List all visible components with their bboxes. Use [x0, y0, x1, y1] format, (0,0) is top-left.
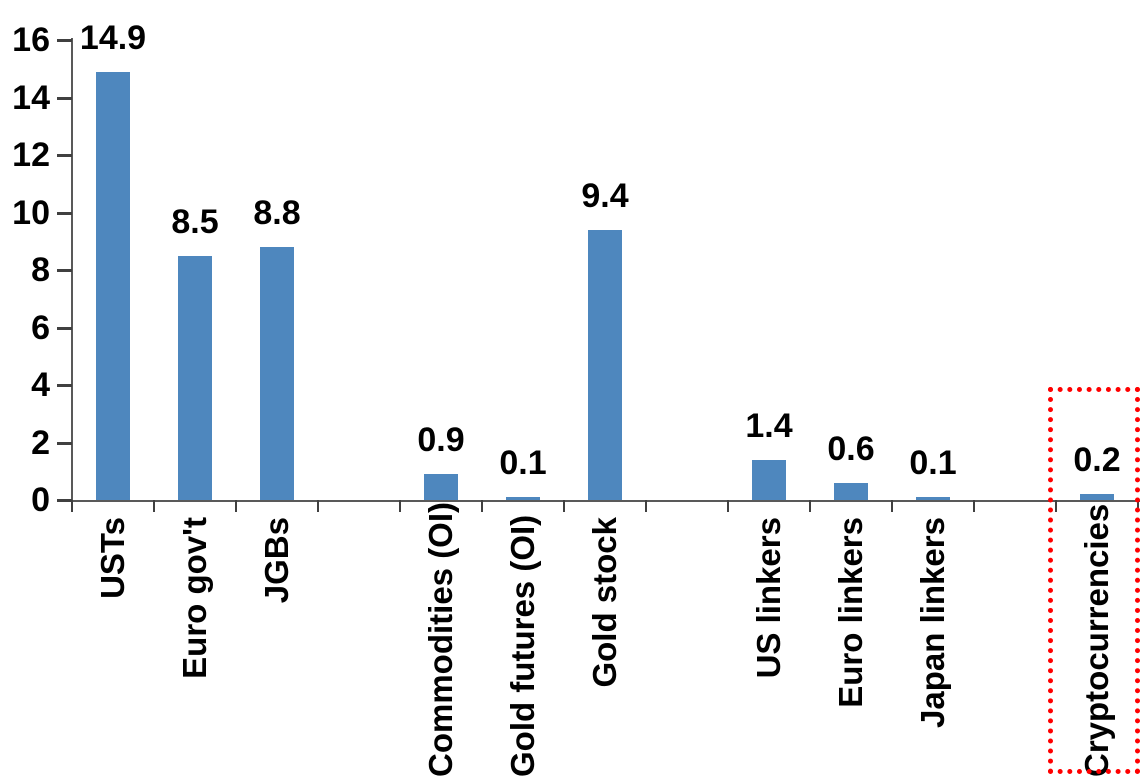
- bar-value-label: 0.2: [1073, 441, 1121, 479]
- bar-value-label: 8.5: [171, 203, 219, 241]
- x-axis-tick: [809, 500, 811, 512]
- bar-value-label: 0.1: [909, 444, 957, 482]
- y-axis-tick-label: 8: [31, 251, 50, 289]
- x-axis-tick: [563, 500, 565, 512]
- category-label: Euro linkers: [832, 517, 869, 708]
- y-axis-tick-label: 10: [12, 193, 50, 232]
- category-label: Commodities (OI): [422, 501, 459, 777]
- x-axis-line: [71, 500, 1140, 502]
- x-axis-tick: [973, 500, 975, 512]
- y-axis-tick: [57, 269, 72, 272]
- y-axis-tick: [57, 211, 72, 215]
- y-axis-tick: [57, 326, 72, 330]
- bar: [506, 497, 540, 500]
- bar-value-label: 0.6: [827, 430, 875, 468]
- bar-value-label: 0.9: [417, 421, 465, 459]
- bar: [96, 72, 130, 500]
- y-axis-tick-label: 16: [12, 21, 50, 59]
- y-axis-tick-label: 6: [31, 308, 50, 347]
- category-label: Gold futures (OI): [504, 514, 541, 777]
- y-axis-tick: [57, 441, 72, 445]
- bar-value-label: 8.8: [253, 194, 301, 232]
- y-axis-tick: [57, 499, 72, 502]
- x-axis-tick: [891, 500, 893, 512]
- y-axis-tick-label: 2: [31, 423, 50, 462]
- x-axis-tick: [727, 500, 729, 512]
- category-label: Gold stock: [586, 517, 623, 688]
- bar: [916, 497, 950, 500]
- bar-value-label: 0.1: [499, 444, 547, 482]
- y-axis-line: [71, 38, 73, 502]
- y-axis-tick-label: 4: [31, 366, 50, 404]
- y-axis-tick-label: 14: [12, 78, 50, 117]
- bar: [834, 483, 868, 500]
- category-label: JGBs: [258, 517, 295, 604]
- y-axis-tick: [57, 154, 72, 157]
- x-axis-tick: [399, 500, 401, 512]
- bar: [424, 474, 458, 500]
- bar-value-label: 14.9: [79, 19, 147, 57]
- x-axis-tick: [317, 500, 319, 512]
- category-label: Euro gov't: [176, 517, 213, 679]
- bar: [588, 230, 622, 500]
- category-label: USTs: [94, 517, 131, 599]
- category-label: US linkers: [750, 517, 787, 679]
- y-axis-tick-label: 12: [12, 136, 50, 174]
- bar: [1080, 494, 1114, 500]
- bar: [752, 460, 786, 500]
- category-label: Japan linkers: [914, 517, 951, 728]
- x-axis-tick: [645, 500, 647, 512]
- bar-value-label: 1.4: [745, 407, 793, 445]
- y-axis-tick-label: 0: [31, 481, 50, 519]
- y-axis-tick: [57, 96, 72, 100]
- x-axis-tick: [71, 500, 73, 512]
- bar-value-label: 9.4: [581, 177, 629, 215]
- bar: [178, 256, 212, 500]
- x-axis-tick: [235, 500, 237, 512]
- highlight-box: [1048, 387, 1140, 774]
- bar: [260, 247, 294, 500]
- y-axis-tick: [57, 384, 72, 387]
- x-axis-tick: [1055, 500, 1057, 512]
- x-axis-tick: [481, 500, 483, 512]
- x-axis-tick: [153, 500, 155, 512]
- y-axis-tick: [57, 39, 72, 42]
